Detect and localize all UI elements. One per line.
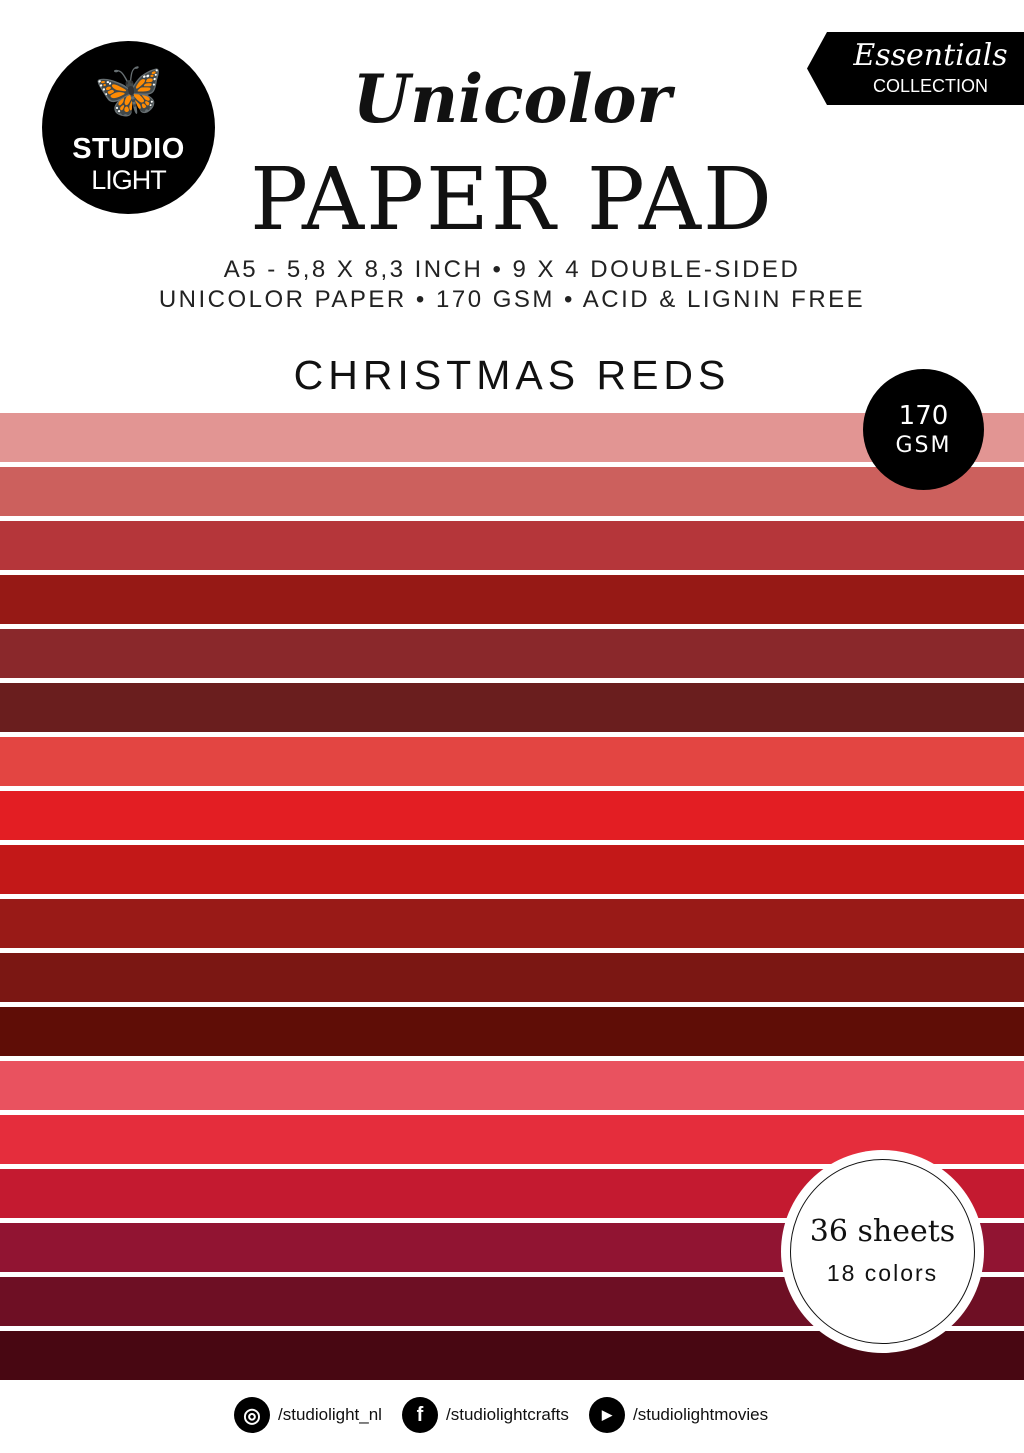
color-swatch-2 <box>0 467 1024 516</box>
gsm-badge: 170 GSM <box>863 369 984 490</box>
colors-count: 18 colors <box>826 1260 939 1286</box>
butterfly-icon: 🦋 <box>93 58 164 123</box>
color-swatch-1 <box>0 413 1024 462</box>
instagram-handle: /studiolight_nl <box>278 1405 382 1424</box>
color-swatch-4 <box>0 575 1024 624</box>
brand-line1: STUDIO <box>72 133 185 165</box>
color-swatch-5 <box>0 629 1024 678</box>
youtube-icon: ▶ <box>589 1397 625 1433</box>
color-swatch-10 <box>0 899 1024 948</box>
script-title: Unicolor <box>352 60 672 138</box>
social-youtube: ▶ /studiolightmovies <box>589 1397 768 1433</box>
badge-script: Essentials <box>853 38 1008 73</box>
essentials-collection-badge: Essentials COLLECTION <box>807 32 1024 105</box>
gsm-value: 170 <box>898 401 949 431</box>
badge-label: COLLECTION <box>872 76 989 96</box>
youtube-handle: /studiolightmovies <box>633 1405 769 1424</box>
social-facebook: f /studiolightcrafts <box>402 1397 569 1433</box>
color-swatch-7 <box>0 737 1024 786</box>
sheets-count: 36 sheets <box>809 1214 956 1249</box>
spec-line-1: A5 - 5,8 X 8,3 INCH • 9 X 4 DOUBLE-SIDED <box>223 256 801 283</box>
social-instagram: ◎ /studiolight_nl <box>234 1397 382 1433</box>
brand-line2: LIGHT <box>91 165 167 195</box>
collection-name: CHRISTMAS REDS <box>293 352 731 398</box>
facebook-handle: /studiolightcrafts <box>446 1405 569 1424</box>
color-swatch-3 <box>0 521 1024 570</box>
color-swatch-11 <box>0 953 1024 1002</box>
spec-line-2: UNICOLOR PAPER • 170 GSM • ACID & LIGNIN… <box>158 286 866 313</box>
product-title: PAPER PAD <box>250 150 774 250</box>
sheets-badge-ring <box>790 1159 975 1344</box>
sheets-badge: 36 sheets 18 colors <box>781 1150 984 1353</box>
color-swatch-9 <box>0 845 1024 894</box>
color-swatch-6 <box>0 683 1024 732</box>
color-swatch-13 <box>0 1061 1024 1110</box>
gsm-unit: GSM <box>895 433 952 458</box>
instagram-icon: ◎ <box>234 1397 270 1433</box>
color-swatch-8 <box>0 791 1024 840</box>
color-swatch-12 <box>0 1007 1024 1056</box>
studio-light-logo: 🦋 STUDIO LIGHT <box>42 41 215 214</box>
facebook-icon: f <box>402 1397 438 1433</box>
